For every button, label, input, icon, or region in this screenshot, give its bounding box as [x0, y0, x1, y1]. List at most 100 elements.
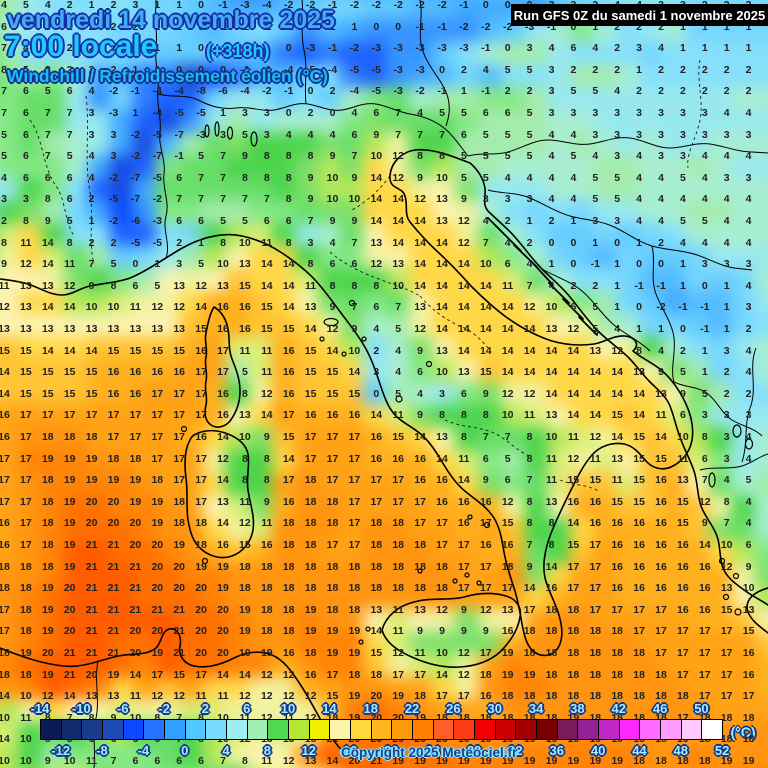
grid-value: 16 [698, 560, 711, 573]
grid-value: 0 [482, 0, 489, 11]
field-cell [248, 41, 274, 67]
field-cell [41, 155, 67, 180]
grid-value: 6 [482, 107, 489, 119]
grid-value: 16 [742, 647, 755, 659]
grid-value: 14 [370, 171, 383, 184]
field-cell [685, 109, 711, 135]
grid-value: 6 [373, 301, 380, 314]
grid-value: 14 [501, 301, 514, 314]
grid-value: -6 [218, 85, 228, 98]
grid-value: 4 [658, 344, 664, 357]
grid-value: 4 [329, 128, 336, 141]
grid-value: 21 [173, 625, 186, 638]
grid-value: 0 [373, 387, 380, 400]
field-cell [616, 155, 642, 180]
grid-value: 2 [110, 236, 117, 249]
grid-value: 10 [677, 431, 689, 443]
grid-value: 17 [20, 452, 32, 465]
grid-value: 12 [392, 150, 405, 163]
grid-value: 21 [85, 560, 98, 573]
grid-value: 14 [436, 452, 448, 465]
grid-value: 4 [548, 171, 555, 184]
grid-value: 13 [589, 344, 602, 357]
grid-value: 14 [326, 344, 339, 357]
field-cell [87, 109, 113, 135]
grid-value: 10 [0, 755, 10, 767]
grid-value: 9 [460, 625, 467, 638]
field-cell [0, 41, 21, 67]
grid-value: 15 [63, 387, 76, 400]
grid-value: 17 [151, 387, 164, 400]
grid-value: -1 [656, 279, 666, 292]
grid-value: 2 [723, 387, 730, 400]
grid-value: 2 [504, 85, 511, 98]
scale-label-top: 10 [280, 701, 296, 716]
grid-value: 20 [173, 582, 186, 595]
field-cell [593, 132, 619, 158]
grid-value: 11 [545, 474, 558, 487]
field-cell [363, 0, 389, 22]
field-cell [639, 109, 665, 135]
grid-value: 16 [348, 409, 361, 422]
grid-value: -3 [108, 107, 119, 119]
grid-value: 17 [720, 647, 733, 659]
grid-value: 19 [239, 603, 251, 616]
grid-value: 9 [241, 150, 248, 163]
grid-value: 16 [633, 539, 645, 551]
grid-value: 3 [614, 107, 621, 119]
grid-value: -5 [152, 236, 162, 249]
grid-value: 5 [679, 366, 686, 379]
grid-value: 9 [417, 625, 424, 638]
grid-value: 5 [198, 150, 205, 163]
field-cell [432, 64, 458, 90]
grid-value: 17 [217, 366, 229, 379]
grid-value: 18 [545, 647, 558, 659]
grid-value: 9 [263, 431, 270, 443]
field-cell [271, 109, 297, 135]
grid-value: 4 [285, 128, 292, 141]
field-cell [754, 64, 768, 90]
grid-value: 6 [66, 171, 73, 184]
grid-value: 9 [373, 128, 380, 141]
grid-value: 16 [458, 517, 470, 530]
grid-value: 5 [701, 387, 708, 400]
grid-value: -2 [481, 20, 491, 33]
grid-value: 18 [41, 560, 54, 573]
grid-value: 19 [151, 495, 164, 508]
grid-value: 11 [567, 431, 579, 443]
field-cell [340, 132, 366, 158]
grid-value: 15 [611, 409, 624, 422]
grid-value: 4 [723, 150, 730, 163]
field-cell [363, 109, 389, 135]
grid-value: 19 [20, 647, 32, 659]
grid-value: 18 [567, 625, 580, 638]
grid-value: 17 [195, 495, 207, 508]
grid-value: 10 [545, 431, 558, 443]
field-cell [501, 64, 527, 90]
field-cell [708, 87, 734, 112]
grid-value: 1 [679, 279, 686, 292]
grid-value: 9 [1, 258, 7, 271]
grid-value: 4 [723, 236, 730, 249]
grid-value: -3 [196, 128, 206, 141]
field-cell [110, 64, 136, 90]
grid-value: 6 [417, 366, 424, 379]
grid-value: -5 [349, 63, 360, 76]
header-time: 7:00 locale [4, 30, 158, 63]
grid-value: 7 [110, 755, 117, 767]
grid-value: 15 [633, 474, 645, 487]
grid-value: 18 [304, 582, 317, 595]
grid-value: 17 [348, 517, 361, 530]
grid-value: 13 [217, 495, 229, 508]
grid-value: 13 [0, 323, 10, 335]
grid-value: 6 [504, 107, 511, 119]
grid-value: 17 [720, 690, 733, 703]
grid-value: 14 [567, 409, 580, 422]
grid-value: 16 [129, 387, 142, 400]
grid-value: 19 [63, 452, 76, 465]
field-cell [0, 132, 21, 158]
grid-value: 3 [263, 107, 270, 119]
grid-value: 4 [548, 128, 555, 141]
grid-value: 18 [392, 517, 405, 530]
